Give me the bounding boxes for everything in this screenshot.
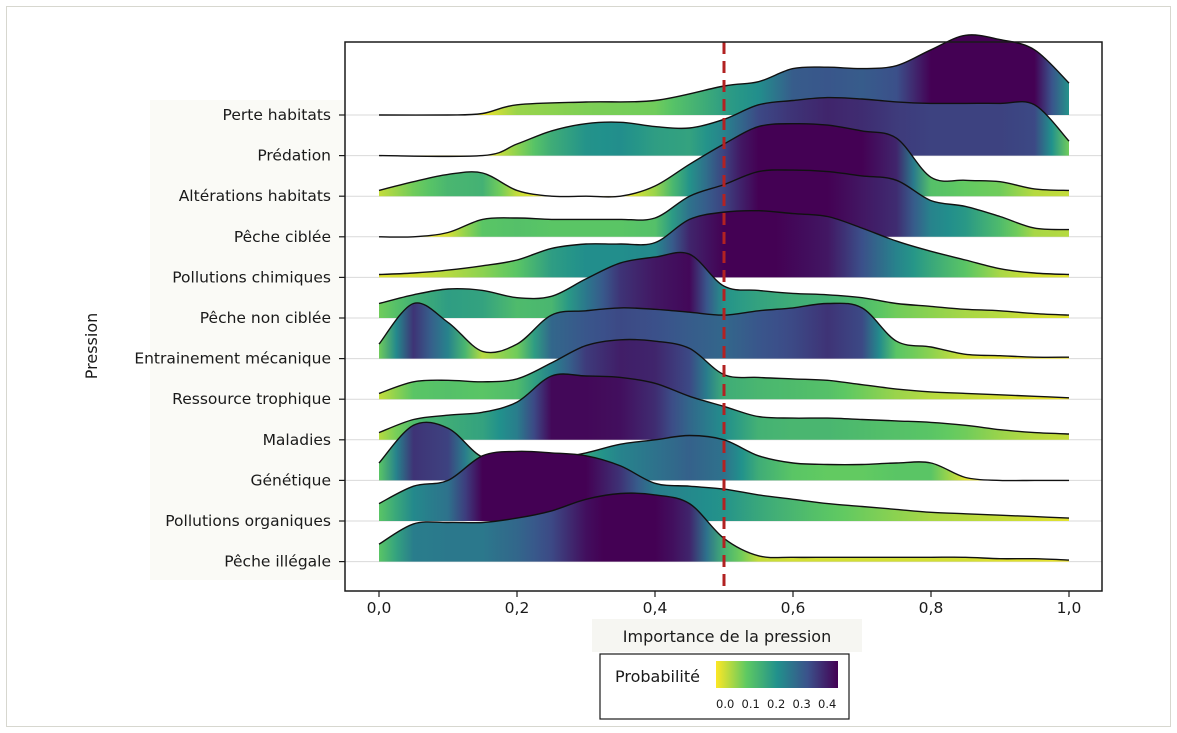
ridge-outline [378,251,1070,316]
ridge-area [379,451,1069,521]
y-tick-label: Pêche illégale [224,553,331,571]
ridge-area [379,210,1069,278]
legend: Probabilité 0.0 0.1 0.2 0.3 0.4 [599,653,850,720]
legend-tick-label: 0.4 [818,697,836,711]
x-axis-label-backdrop [592,619,862,652]
ridge-outline [378,34,1070,116]
ridge-area [379,34,1069,116]
y-tick-labels: Perte habitats Prédation Altérations habit… [134,106,345,571]
x-tick-label: 0,8 [919,599,944,617]
y-tick-label: Pêche ciblée [234,228,331,246]
ridge-area [379,252,1069,318]
x-tick-label: 0,0 [367,599,392,617]
x-tick-label: 1,0 [1057,599,1082,617]
y-tick-label: Altérations habitats [179,187,331,205]
chart-frame [6,6,1171,727]
y-tick-label: Perte habitats [223,106,331,124]
x-tick-label: 0,2 [505,599,530,617]
legend-tick-label: 0.3 [793,697,811,711]
y-tick-label: Prédation [257,147,331,165]
legend-colorbar [716,661,838,688]
x-tick-label: 0,6 [781,599,806,617]
y-tick-label: Génétique [251,471,332,489]
y-tick-label: Maladies [263,431,331,449]
legend-tick-label: 0.2 [767,697,785,711]
y-tick-label: Pollutions chimiques [172,268,331,286]
x-tick-label: 0,4 [643,599,668,617]
y-tick-label: Pollutions organiques [165,512,331,530]
ridge-outline [378,96,1070,158]
x-ticks: 0,0 0,2 0,4 0,6 0,8 1,0 [367,591,1082,617]
ridge-outline [378,209,1070,276]
plot-border [344,41,1103,592]
ridge-area [379,493,1069,562]
y-axis-label: Pression [82,313,101,379]
y-tick-label: Pêche non ciblée [200,309,331,327]
legend-tick-label: 0.0 [716,697,734,711]
legend-title: Probabilité [615,667,700,686]
legend-tick-label: 0.1 [742,697,760,711]
y-tick-label: Entrainement mécanique [134,350,331,368]
y-tick-label: Ressource trophique [172,390,331,408]
legend-ticks: 0.0 0.1 0.2 0.3 0.4 [716,697,836,711]
label-backdrop [150,100,345,580]
x-axis-label: Importance de la pression [623,627,831,646]
